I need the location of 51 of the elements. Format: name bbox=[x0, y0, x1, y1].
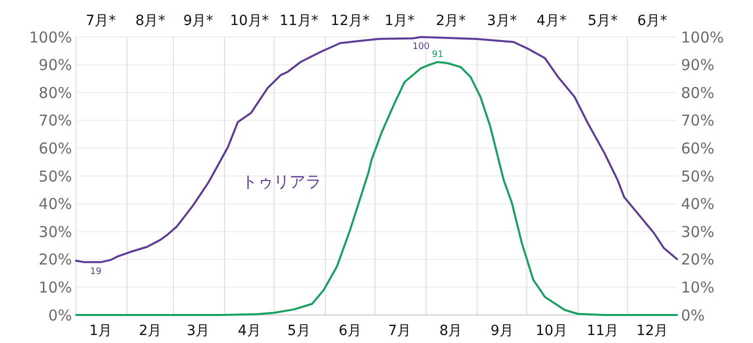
x2-tick-label: 10月* bbox=[230, 13, 269, 29]
x2-tick-label: 5月* bbox=[588, 13, 618, 29]
x-tick-label: 9月 bbox=[490, 323, 514, 339]
y-tick-label: 30% bbox=[38, 222, 72, 241]
x-tick-label: 2月 bbox=[138, 323, 162, 339]
x-tick-label: 4月 bbox=[238, 323, 261, 339]
x2-tick-label: 4月* bbox=[536, 13, 566, 29]
y2-tick-label: 0% bbox=[681, 306, 705, 324]
x2-tick-label: 11月* bbox=[279, 13, 318, 29]
y-tick-label: 60% bbox=[38, 139, 72, 158]
y-tick-label: 80% bbox=[38, 84, 72, 102]
y-tick-label: 40% bbox=[38, 195, 72, 214]
y2-tick-label: 10% bbox=[681, 278, 714, 296]
x2-tick-label: 1月* bbox=[384, 13, 415, 29]
y-tick-label: 10% bbox=[38, 278, 72, 296]
x2-tick-label: 7月* bbox=[86, 13, 116, 29]
y2-tick-label: 60% bbox=[681, 139, 714, 158]
y-tick-label: 0% bbox=[48, 306, 72, 324]
x2-tick-label: 8月* bbox=[135, 13, 166, 29]
y2-tick-label: 90% bbox=[681, 56, 714, 74]
x-tick-label: 1月 bbox=[89, 323, 112, 339]
x2-tick-label: 2月* bbox=[436, 13, 466, 29]
y2-tick-label: 20% bbox=[681, 250, 714, 269]
x-tick-label: 6月 bbox=[338, 323, 362, 339]
y2-tick-label: 100% bbox=[681, 28, 724, 46]
y-tick-label: 70% bbox=[38, 112, 72, 130]
x2-tick-label: 6月* bbox=[637, 13, 668, 29]
x-tick-label: 12月 bbox=[636, 323, 668, 339]
series-label: トゥリアラ bbox=[241, 172, 322, 192]
annotation: 91 bbox=[432, 50, 444, 60]
annotation: 100 bbox=[412, 42, 430, 52]
line-series bbox=[75, 36, 678, 264]
y2-tick-label: 50% bbox=[681, 167, 714, 186]
y-tick-label: 100% bbox=[29, 28, 72, 46]
x2-tick-label: 12月* bbox=[330, 13, 370, 29]
x2-tick-label: 3月* bbox=[487, 13, 517, 29]
x-tick-label: 7月 bbox=[388, 323, 412, 339]
y2-tick-label: 80% bbox=[681, 84, 714, 102]
y-tick-label: 50% bbox=[38, 167, 72, 186]
y-tick-label: 20% bbox=[38, 250, 72, 269]
y2-tick-label: 70% bbox=[681, 112, 714, 130]
x-tick-label: 8月 bbox=[439, 323, 462, 339]
y2-tick-label: 40% bbox=[681, 195, 714, 214]
y-tick-label: 90% bbox=[38, 56, 72, 74]
x-tick-label: 5月 bbox=[287, 323, 310, 339]
x-tick-label: 10月 bbox=[536, 323, 568, 339]
y2-tick-label: 30% bbox=[681, 222, 714, 241]
x-tick-label: 3月 bbox=[186, 323, 210, 339]
x-tick-label: 11月 bbox=[586, 323, 619, 339]
x2-tick-label: 9月* bbox=[183, 13, 214, 29]
annotation: 19 bbox=[90, 267, 102, 278]
